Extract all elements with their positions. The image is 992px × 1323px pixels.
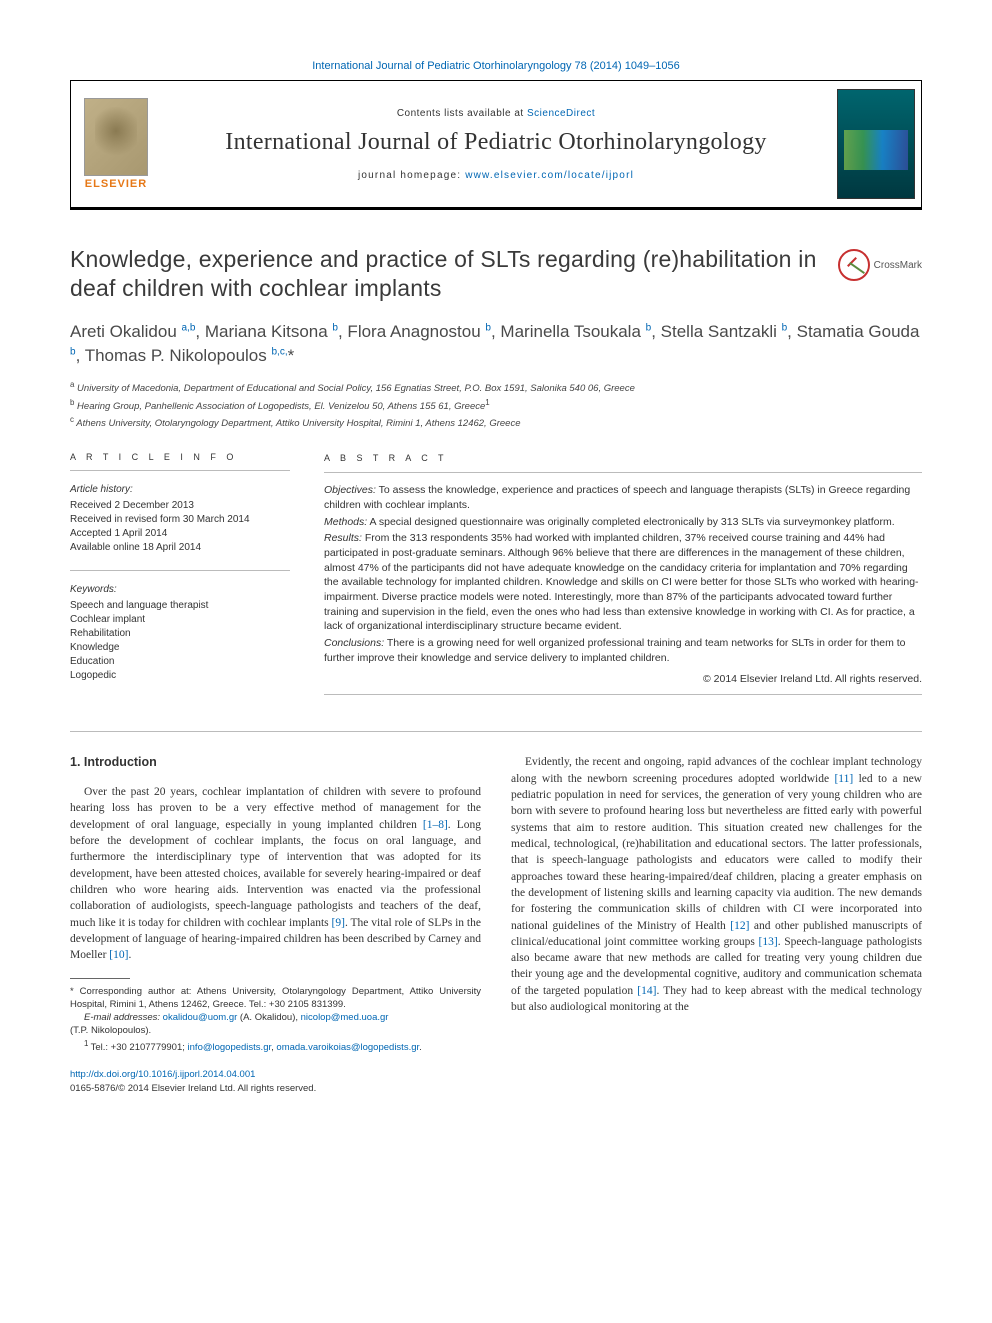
keywords-title: Keywords: bbox=[70, 583, 290, 597]
history-line: Available online 18 April 2014 bbox=[70, 541, 290, 555]
history-line: Accepted 1 April 2014 bbox=[70, 527, 290, 541]
abstract-copyright: © 2014 Elsevier Ireland Ltd. All rights … bbox=[324, 672, 922, 687]
keyword: Rehabilitation bbox=[70, 627, 290, 641]
affiliation-line: c Athens University, Otolaryngology Depa… bbox=[70, 414, 922, 431]
abstract-section: Results: From the 313 respondents 35% ha… bbox=[324, 531, 922, 634]
journal-cover bbox=[831, 81, 921, 207]
journal-header: ELSEVIER Contents lists available at Sci… bbox=[70, 80, 922, 210]
affiliation-line: a University of Macedonia, Department of… bbox=[70, 379, 922, 396]
body-paragraph: Evidently, the recent and ongoing, rapid… bbox=[511, 754, 922, 1015]
abstract-section-text: To assess the knowledge, experience and … bbox=[324, 484, 910, 511]
email-name-2: (T.P. Nikolopoulos). bbox=[70, 1024, 481, 1037]
journal-name: International Journal of Pediatric Otorh… bbox=[225, 129, 766, 156]
email-link[interactable]: okalidou@uom.gr bbox=[163, 1012, 238, 1023]
citation-link[interactable]: [10] bbox=[109, 949, 128, 961]
history-line: Received 2 December 2013 bbox=[70, 499, 290, 513]
abstract-section-label: Results: bbox=[324, 532, 362, 544]
email-link[interactable]: info@logopedists.gr bbox=[188, 1042, 272, 1053]
footnotes: * Corresponding author at: Athens Univer… bbox=[70, 985, 481, 1055]
abstract-section: Conclusions: There is a growing need for… bbox=[324, 636, 922, 665]
journal-homepage-link[interactable]: www.elsevier.com/locate/ijporl bbox=[465, 170, 634, 181]
journal-ref-link[interactable]: International Journal of Pediatric Otorh… bbox=[312, 60, 680, 72]
article-history: Article history: Received 2 December 201… bbox=[70, 483, 290, 555]
abstract-section-label: Methods: bbox=[324, 516, 367, 528]
elsevier-tree-icon bbox=[84, 98, 148, 176]
keyword: Education bbox=[70, 655, 290, 669]
citation-link[interactable]: [11] bbox=[834, 773, 853, 785]
divider bbox=[70, 570, 290, 571]
footnote-separator bbox=[70, 978, 130, 979]
email-link[interactable]: omada.varoikoias@logopedists.gr bbox=[276, 1042, 419, 1053]
citation-link[interactable]: [13] bbox=[759, 936, 778, 948]
keyword: Speech and language therapist bbox=[70, 599, 290, 613]
publisher-logo: ELSEVIER bbox=[71, 81, 161, 207]
abstract-section-text: From the 313 respondents 35% had worked … bbox=[324, 532, 919, 632]
journal-homepage: journal homepage: www.elsevier.com/locat… bbox=[358, 170, 634, 181]
keyword: Cochlear implant bbox=[70, 613, 290, 627]
history-title: Article history: bbox=[70, 483, 290, 497]
citation-link[interactable]: [1–8] bbox=[423, 819, 448, 831]
body-paragraph: Over the past 20 years, cochlear implant… bbox=[70, 784, 481, 964]
abstract-heading: A B S T R A C T bbox=[324, 452, 922, 465]
publisher-name: ELSEVIER bbox=[85, 178, 147, 190]
doi-block: http://dx.doi.org/10.1016/j.ijporl.2014.… bbox=[70, 1068, 481, 1095]
article-info-heading: A R T I C L E I N F O bbox=[70, 452, 290, 462]
authors-list: Areti Okalidou a,b, Mariana Kitsona b, F… bbox=[70, 320, 922, 368]
divider bbox=[70, 470, 290, 471]
email-addresses: E-mail addresses: okalidou@uom.gr (A. Ok… bbox=[70, 1011, 481, 1024]
divider bbox=[324, 694, 922, 695]
doi-link[interactable]: http://dx.doi.org/10.1016/j.ijporl.2014.… bbox=[70, 1069, 255, 1080]
journal-cover-thumb-icon bbox=[837, 89, 915, 199]
abstract-section-text: There is a growing need for well organiz… bbox=[324, 637, 906, 664]
journal-reference: International Journal of Pediatric Otorh… bbox=[70, 60, 922, 72]
abstract-section-label: Conclusions: bbox=[324, 637, 384, 649]
footnote-1: 1 Tel.: +30 2107779901; info@logopedists… bbox=[70, 1038, 481, 1054]
keywords-block: Keywords: Speech and language therapistC… bbox=[70, 583, 290, 683]
divider bbox=[324, 472, 922, 473]
citation-link[interactable]: [9] bbox=[332, 917, 345, 929]
article-title: Knowledge, experience and practice of SL… bbox=[70, 245, 818, 304]
issn-copyright: 0165-5876/© 2014 Elsevier Ireland Ltd. A… bbox=[70, 1083, 316, 1094]
crossmark-badge[interactable]: CrossMark bbox=[838, 249, 922, 281]
contents-line: Contents lists available at ScienceDirec… bbox=[397, 108, 595, 119]
crossmark-label: CrossMark bbox=[874, 260, 922, 271]
citation-link[interactable]: [12] bbox=[730, 920, 749, 932]
abstract-section: Objectives: To assess the knowledge, exp… bbox=[324, 483, 922, 512]
abstract-section-text: A special designed questionnaire was ori… bbox=[367, 516, 894, 528]
history-line: Received in revised form 30 March 2014 bbox=[70, 513, 290, 527]
affiliation-line: b Hearing Group, Panhellenic Association… bbox=[70, 397, 922, 414]
abstract-section-label: Objectives: bbox=[324, 484, 376, 496]
affiliations: a University of Macedonia, Department of… bbox=[70, 379, 922, 431]
corresponding-author-note: * Corresponding author at: Athens Univer… bbox=[70, 985, 481, 1012]
abstract-section: Methods: A special designed questionnair… bbox=[324, 515, 922, 530]
crossmark-icon bbox=[838, 249, 870, 281]
section-divider bbox=[70, 731, 922, 732]
keyword: Knowledge bbox=[70, 641, 290, 655]
citation-link[interactable]: [14] bbox=[637, 985, 656, 997]
section-heading-intro: 1. Introduction bbox=[70, 754, 481, 772]
sciencedirect-link[interactable]: ScienceDirect bbox=[527, 108, 595, 119]
email-link[interactable]: nicolop@med.uoa.gr bbox=[301, 1012, 389, 1023]
keyword: Logopedic bbox=[70, 669, 290, 683]
